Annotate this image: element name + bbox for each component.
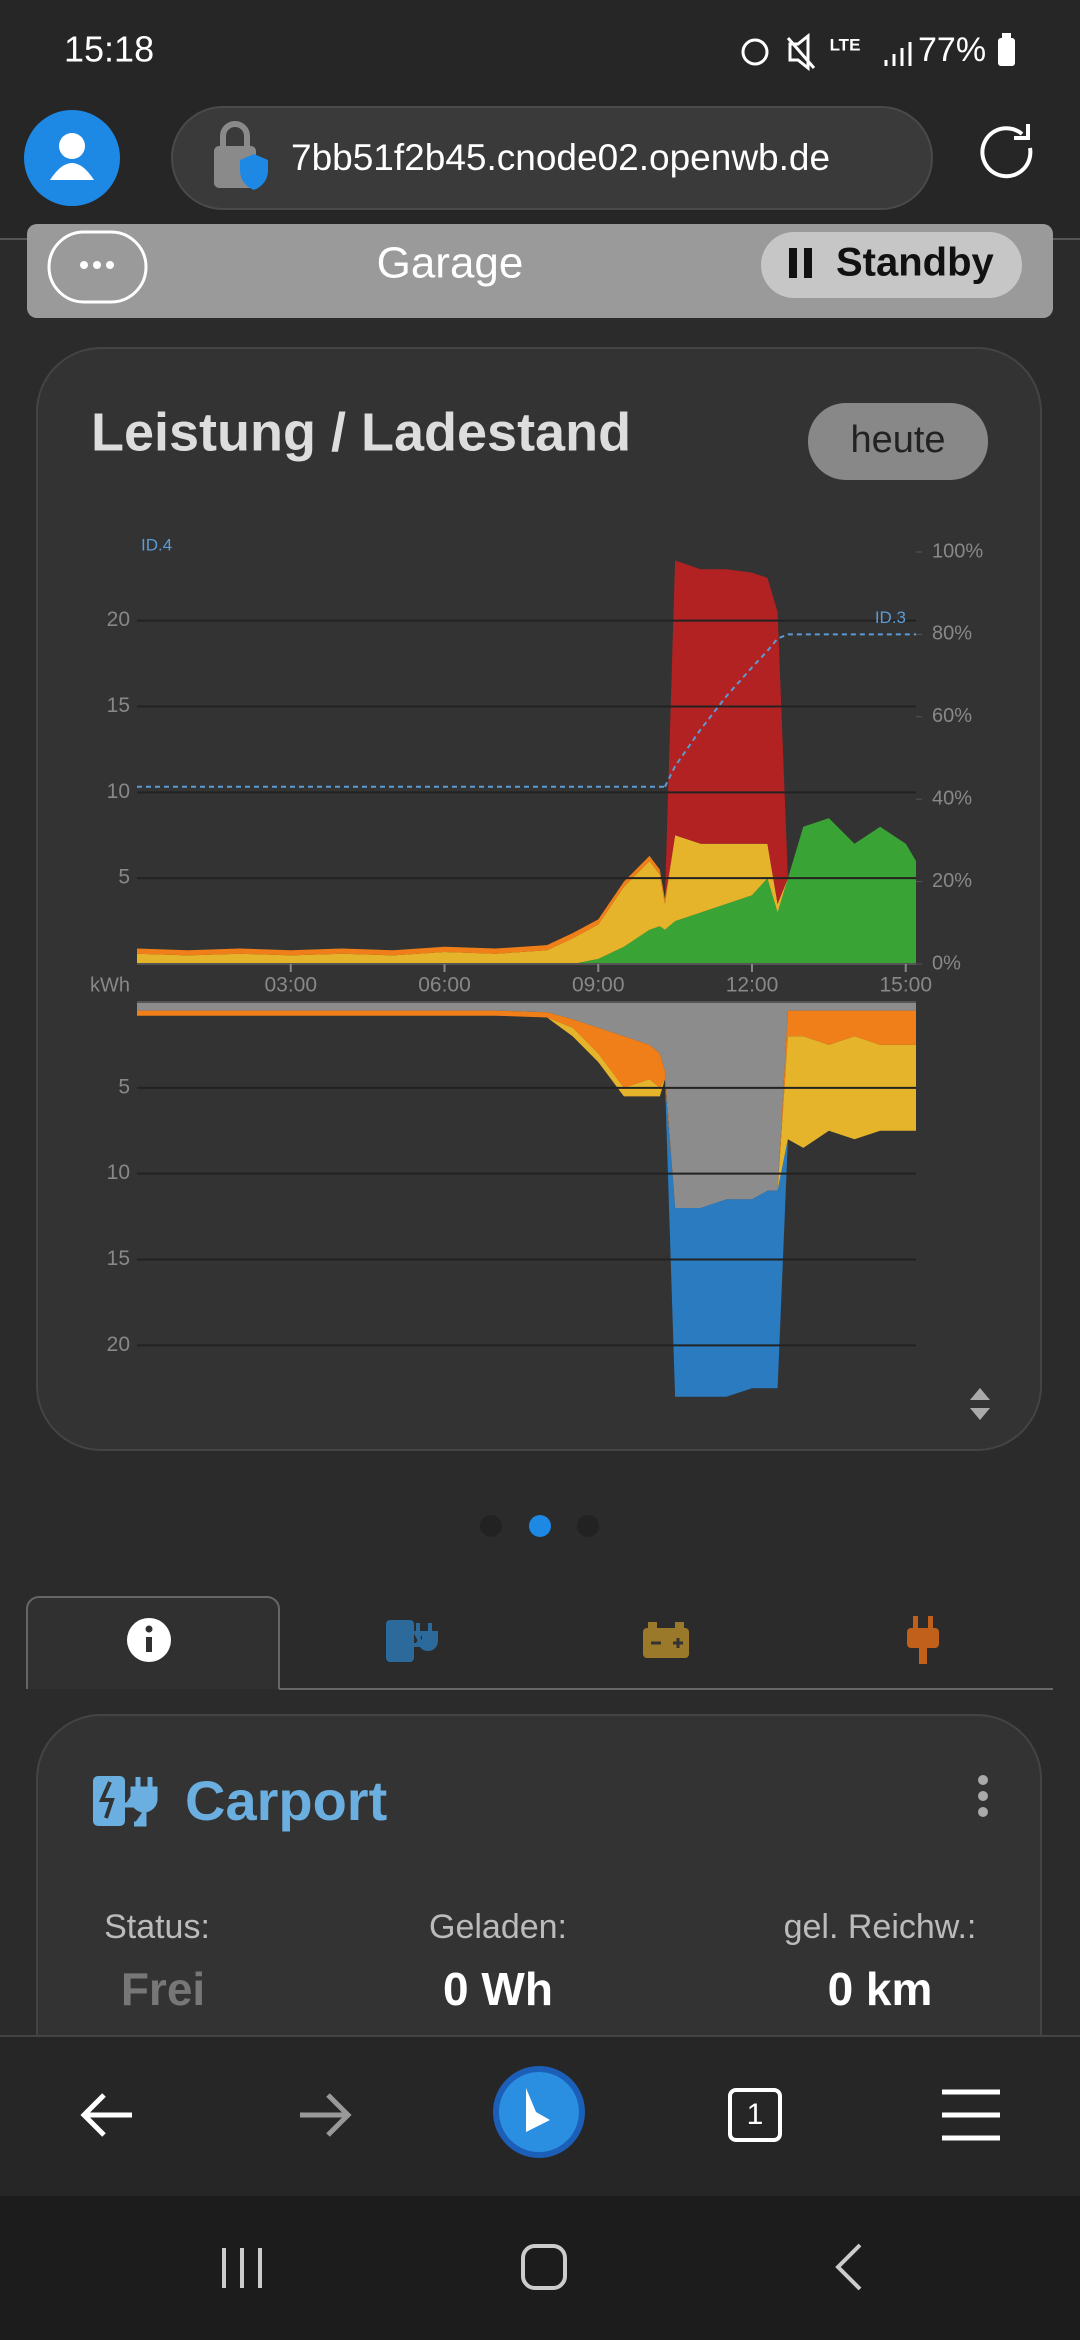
field-value: Frei xyxy=(121,1963,205,2015)
plug-tab-icon[interactable] xyxy=(907,1616,939,1664)
area xyxy=(137,818,916,964)
y2-tick-label: 20% xyxy=(932,870,972,892)
battery-icon xyxy=(998,38,1015,66)
soc-line-label: ID.3 xyxy=(875,608,906,627)
kebab-dot[interactable] xyxy=(978,1775,988,1785)
carport-icon xyxy=(93,1776,158,1827)
y-tick-label: 5 xyxy=(118,866,130,889)
field-label: gel. Reichw.: xyxy=(784,1908,977,1946)
url-bar[interactable] xyxy=(171,106,933,210)
y-tick-label: 5 xyxy=(118,1075,130,1098)
y-tick-label: 10 xyxy=(107,780,130,803)
kebab-dot xyxy=(978,1807,988,1817)
field-value: 0 Wh xyxy=(443,1963,553,2015)
area xyxy=(137,1010,916,1208)
field-label: Status: xyxy=(104,1908,210,1946)
forward-button[interactable] xyxy=(300,2093,352,2137)
area xyxy=(137,818,916,964)
soc-line xyxy=(664,633,916,788)
field-label: Geladen: xyxy=(429,1908,567,1946)
signal-icon xyxy=(884,42,912,66)
pause-bar xyxy=(789,248,797,278)
avatar-head xyxy=(59,133,85,159)
area xyxy=(137,560,916,951)
standby-pill[interactable] xyxy=(761,232,1022,298)
url-text: 7bb51f2b45.cnode02.openwb.de xyxy=(291,137,830,178)
standby-label: Standby xyxy=(836,241,995,285)
x-tick-label: 15:00 xyxy=(879,974,932,997)
system-nav xyxy=(0,2196,1080,2340)
pause-bar xyxy=(804,248,812,278)
avatar-body xyxy=(50,163,94,180)
y-tick-label: 15 xyxy=(107,694,130,717)
y-tick-label: 15 xyxy=(107,1247,130,1270)
garage-title: Garage xyxy=(377,239,524,288)
battery-tip xyxy=(1002,33,1011,38)
kebab-dot xyxy=(978,1791,988,1801)
bing-inner xyxy=(499,2072,579,2152)
y-axis-label: kWh xyxy=(90,974,130,996)
battery-percent: 77% xyxy=(918,31,986,69)
dot xyxy=(93,261,101,269)
x-tick-label: 06:00 xyxy=(418,974,471,997)
y-tick-label: 20 xyxy=(107,1333,130,1356)
bing-logo xyxy=(526,2088,550,2132)
chart-title: Leistung / Ladestand xyxy=(91,402,631,462)
range-label: heute xyxy=(850,419,945,461)
area xyxy=(137,1002,916,1208)
x-tick-label: 03:00 xyxy=(264,974,317,997)
reload-icon[interactable] xyxy=(980,126,1033,179)
menu-button[interactable] xyxy=(47,230,148,304)
home-button[interactable] xyxy=(521,2244,567,2290)
status-icons xyxy=(741,32,912,72)
back-button[interactable] xyxy=(80,2093,132,2137)
sort-icon[interactable] xyxy=(970,1388,990,1420)
system-back-button[interactable] xyxy=(835,2243,862,2291)
y2-tick-label: 80% xyxy=(932,623,972,645)
carport-title: Carport xyxy=(185,1769,387,1832)
reload-arrow xyxy=(1014,124,1030,140)
area xyxy=(137,1015,916,1397)
recents-button[interactable] xyxy=(222,2248,262,2288)
y2-tick-label: 60% xyxy=(932,705,972,727)
chart: 5 10 15 20 kWh 03:00 06:00 09:00 12:00 15:000% 20%… xyxy=(90,535,983,1397)
shield-icon xyxy=(240,154,268,190)
tabs-button[interactable] xyxy=(728,2088,782,2142)
info-dot xyxy=(145,1625,153,1633)
dot xyxy=(80,261,88,269)
charger-tab-icon[interactable] xyxy=(386,1620,438,1662)
x-tick-label: 09:00 xyxy=(572,974,625,997)
lock-shackle xyxy=(220,121,250,146)
mute-icon xyxy=(786,32,816,72)
y2-tick-label: 0% xyxy=(932,952,961,974)
clock: 15:18 xyxy=(64,29,154,70)
battery-tab-icon[interactable] xyxy=(643,1622,689,1658)
carousel-dot[interactable] xyxy=(480,1515,502,1537)
y-tick-label: 10 xyxy=(107,1161,130,1184)
dot xyxy=(106,261,114,269)
network-type: LTE xyxy=(830,35,861,54)
info-i xyxy=(146,1637,152,1652)
carousel-dot-active[interactable] xyxy=(529,1515,551,1537)
tab-count: 1 xyxy=(747,2098,764,2131)
field-value: 0 km xyxy=(828,1963,933,2015)
y-tick-label: 20 xyxy=(107,608,130,631)
carousel-dot[interactable] xyxy=(577,1515,599,1537)
x-tick-label: 12:00 xyxy=(726,974,779,997)
soc-line-label: ID.4 xyxy=(141,535,172,554)
y2-tick-label: 100% xyxy=(932,540,983,562)
range-button[interactable] xyxy=(808,403,988,480)
alarm-icon xyxy=(741,38,769,66)
menu-button[interactable] xyxy=(942,2089,1000,2141)
y2-tick-label: 40% xyxy=(932,787,972,809)
